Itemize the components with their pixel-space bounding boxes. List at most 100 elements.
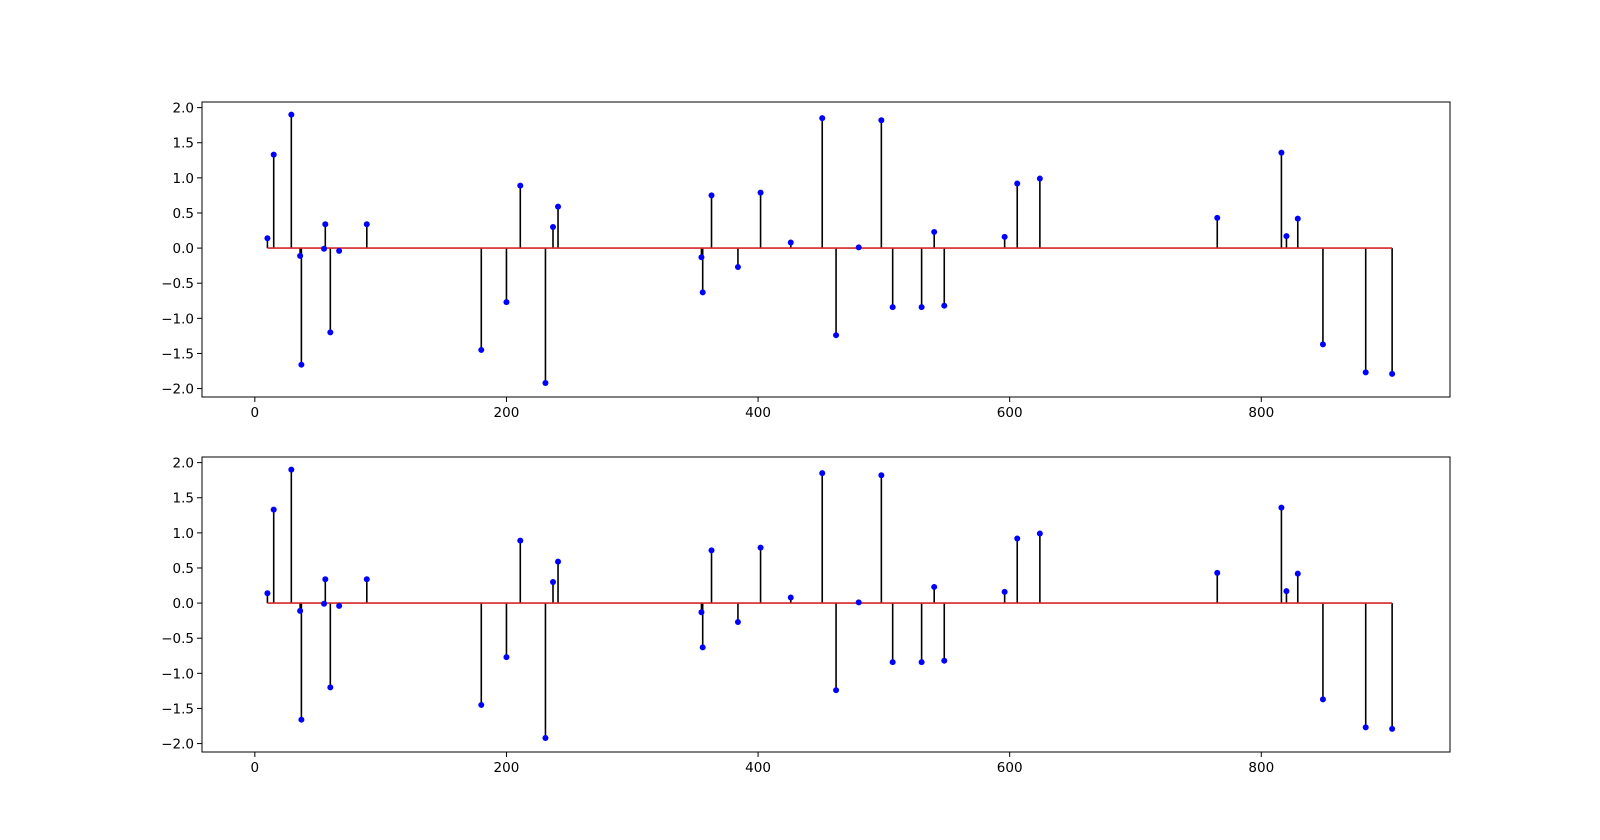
stem-marker [918, 659, 925, 666]
y-tick-label: 0.0 [173, 596, 194, 612]
stem-marker [1014, 535, 1021, 542]
stem-marker [270, 151, 277, 158]
stem-marker [931, 583, 938, 590]
stem-marker [336, 247, 343, 254]
stem-marker [322, 576, 329, 583]
y-tick-label: −2.0 [161, 382, 194, 398]
stem-marker [1214, 214, 1221, 221]
stem-marker [542, 734, 549, 741]
stem-marker [1362, 369, 1369, 376]
stem-marker [542, 379, 549, 386]
stem-marker [734, 619, 741, 626]
stem-marker [1294, 215, 1301, 222]
stem-marker [478, 701, 485, 708]
stem-marker [699, 644, 706, 651]
stem-marker [288, 111, 295, 118]
stem-marker [555, 558, 562, 565]
stem-marker [1294, 570, 1301, 577]
stem-marker [550, 579, 556, 586]
stem-marker [503, 299, 510, 306]
stem-marker [708, 547, 715, 554]
stem-marker [270, 506, 277, 513]
stem-marker [787, 594, 794, 601]
stem-marker [941, 302, 948, 309]
stem-marker [550, 224, 556, 231]
y-tick-label: 2.0 [173, 456, 194, 472]
stem-marker [889, 659, 896, 666]
stem-marker [1283, 233, 1290, 240]
stem-marker [1014, 180, 1021, 187]
stem-marker [1362, 724, 1369, 731]
stem-marker [1319, 341, 1326, 348]
stem-marker [734, 264, 741, 271]
stem-marker [757, 189, 764, 196]
stem-marker [1319, 696, 1326, 703]
stem-marker [819, 115, 826, 122]
stem-marker [855, 599, 862, 606]
stem-marker [708, 192, 715, 199]
x-tick-label: 0 [251, 405, 260, 421]
y-tick-label: −1.5 [161, 346, 194, 362]
stem-marker [1389, 725, 1396, 732]
stem-marker [1214, 569, 1221, 576]
y-tick-label: 1.0 [173, 526, 194, 542]
stem-marker [1389, 370, 1396, 377]
stem-marker [855, 244, 862, 251]
stem-marker [297, 607, 304, 614]
x-tick-label: 200 [494, 760, 520, 776]
stem-marker [1001, 588, 1008, 595]
stem-marker [941, 657, 948, 664]
stem-marker [264, 235, 271, 242]
y-tick-label: 0.0 [173, 241, 194, 257]
stem-marker [698, 254, 705, 261]
stem-marker [321, 600, 328, 607]
y-tick-label: −0.5 [161, 631, 194, 647]
y-tick-label: 2.0 [173, 101, 194, 117]
stem-marker [1283, 588, 1290, 595]
x-tick-label: 800 [1248, 760, 1274, 776]
stem-marker [1036, 530, 1043, 537]
stem-marker [757, 544, 764, 551]
stem-marker [555, 203, 562, 210]
x-tick-label: 200 [494, 405, 520, 421]
stem-marker [321, 245, 328, 252]
x-tick-label: 400 [745, 405, 771, 421]
stem-marker [878, 117, 885, 124]
stem-marker [363, 576, 370, 583]
stem-marker [264, 590, 271, 597]
stem-marker [878, 472, 885, 479]
stem-marker [503, 654, 510, 661]
x-tick-label: 400 [745, 760, 771, 776]
stem-marker [517, 537, 524, 544]
stem-marker [699, 289, 706, 296]
stem-marker [787, 239, 794, 246]
y-tick-label: −1.0 [161, 666, 194, 682]
y-tick-label: −1.5 [161, 701, 194, 717]
y-tick-label: −1.0 [161, 311, 194, 327]
stem-marker [1278, 504, 1285, 511]
stem-marker [322, 221, 329, 228]
stem-marker [297, 252, 304, 259]
y-tick-label: 1.5 [173, 136, 194, 152]
stem-marker [327, 684, 334, 691]
stem-marker [298, 716, 305, 723]
stem-marker [327, 329, 334, 336]
subplot-1: 0 200 400 600 800 2.0 1.5 1.0 0.5 0.0 −0.5 −1.0 −1.5… [161, 101, 1451, 421]
subplot-2: 0 200 400 600 800 2.0 1.5 1.0 0.5 0.0 −0.5 −1.0 −1.5… [161, 456, 1451, 776]
stem-marker [363, 221, 370, 228]
stem-marker [298, 361, 305, 368]
axes-frame [201, 456, 1451, 753]
stem-marker [1036, 175, 1043, 182]
y-tick-label: −0.5 [161, 276, 194, 292]
stem-marker [517, 182, 524, 189]
x-tick-label: 600 [997, 405, 1023, 421]
y-tick-label: 0.5 [173, 561, 194, 577]
stem-marker [478, 346, 485, 353]
stem-marker [1278, 149, 1285, 156]
y-tick-label: 1.5 [173, 491, 194, 507]
stem-marker [1001, 233, 1008, 240]
stem-marker [931, 228, 938, 235]
stem-marker [288, 466, 295, 473]
stem-marker [336, 602, 343, 609]
